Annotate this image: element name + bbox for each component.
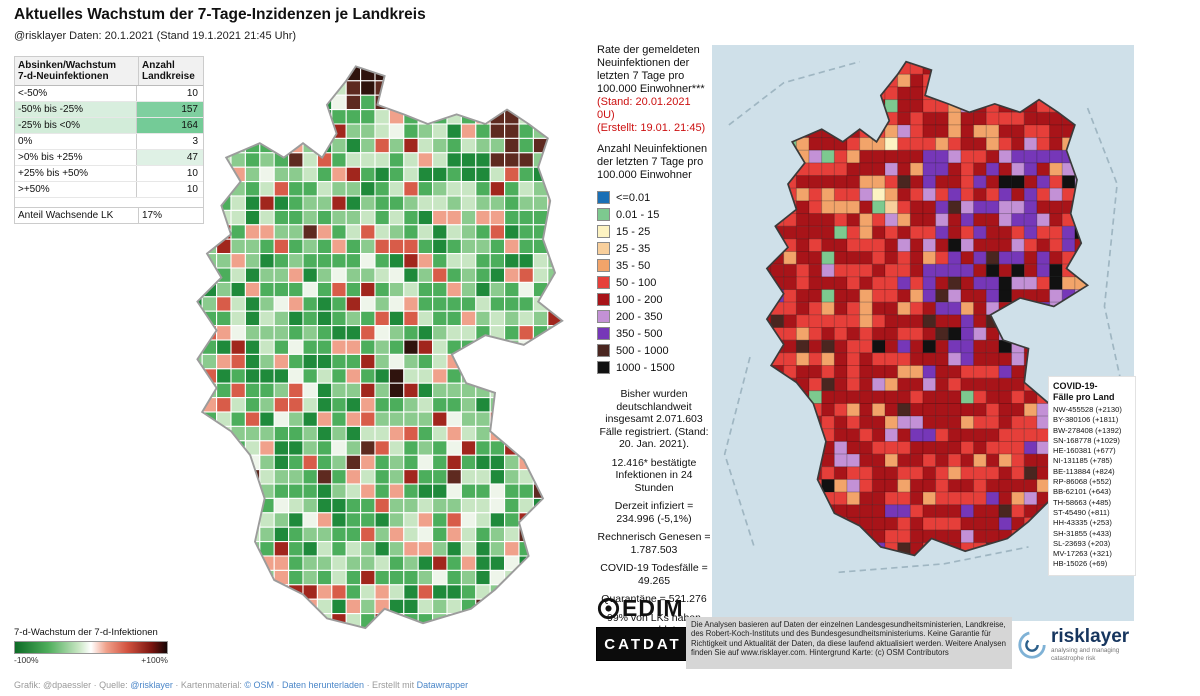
legend-color-swatch [597, 344, 610, 357]
state-entry: BB-62101 (+643) [1053, 487, 1112, 497]
legend-item: 500 - 1000 [597, 342, 711, 359]
footer-credits: Grafik: @dpaessler · Quelle: @risklayer … [14, 680, 469, 690]
states-cases-panel: COVID-19- Fälle pro Land NW-455528 (+213… [1048, 376, 1136, 576]
legend-item: 35 - 50 [597, 257, 711, 274]
legend-item: 0.01 - 15 [597, 206, 711, 223]
cedim-logo: EDIM [596, 595, 684, 622]
legend-item: 1000 - 1500 [597, 359, 711, 376]
risklayer-icon [1018, 631, 1046, 659]
state-entry: TH-58663 (+485) [1053, 497, 1112, 507]
table-summary-row: Anteil Wachsende LK 17% [15, 207, 203, 223]
stat-deaths: COVID-19 Todesfälle = 49.265 [600, 562, 708, 587]
legend-item: 200 - 350 [597, 308, 711, 325]
legend-item: 50 - 100 [597, 274, 711, 291]
legend-color-swatch [597, 259, 610, 272]
rate-title: Rate der gemeldeten Neuinfektionen der l… [597, 44, 705, 95]
table-header: Absinken/Wachstum 7-d-Neuinfektionen Anz… [15, 57, 203, 86]
table-row: >+50% 10 [15, 182, 203, 198]
gradient-ticks: -100% +100% [14, 655, 168, 665]
gradient-max-label: +100% [141, 655, 168, 665]
catdat-logo-text: CATDAT [604, 635, 682, 653]
stat-recovered: Rechnerisch Genesen = 1.787.503 [597, 531, 711, 556]
table-row: +25% bis +50% 10 [15, 166, 203, 182]
legend-item: 15 - 25 [597, 223, 711, 240]
stand-line: (Stand: 20.01.2021 0U) [597, 96, 691, 121]
state-entry: SH-31855 (+433) [1053, 528, 1112, 538]
table-row: >0% bis +25% 47 [15, 150, 203, 166]
stat-new-cases: 12.416* bestätigte Infektionen in 24 Stu… [611, 456, 697, 494]
table-row: -50% bis -25% 157 [15, 102, 203, 118]
legend-color-swatch [597, 191, 610, 204]
download-data-link[interactable]: Daten herunterladen [282, 680, 365, 690]
risklayer-logo: risklayer analysing and managing catastr… [1012, 621, 1136, 669]
legend-item: 100 - 200 [597, 291, 711, 308]
state-entry: HB-15026 (+69) [1053, 559, 1108, 569]
growth-gradient-legend: 7-d-Wachstum der 7-d-Infektionen -100% +… [14, 627, 168, 665]
legend-color-swatch [597, 327, 610, 340]
cedim-icon [597, 597, 620, 620]
risklayer-tagline: analysing and managing catastrophe risk [1051, 647, 1120, 662]
table-spacer [15, 198, 203, 207]
catdat-logo: CATDAT [596, 627, 690, 661]
table-header-count: Anzahl Landkreise [138, 57, 203, 85]
table-row: -25% bis <0% 164 [15, 118, 203, 134]
state-entry: HE-160381 (+677) [1053, 446, 1116, 456]
legend-classes-title: Anzahl Neuinfektionen der letzten 7 Tage… [597, 143, 708, 181]
page-title: Aktuelles Wachstum der 7-Tage-Inzidenzen… [14, 6, 426, 23]
growth-table: Absinken/Wachstum 7-d-Neuinfektionen Anz… [14, 56, 204, 224]
incidence-legend-panel: Rate der gemeldeten Neuinfektionen der l… [597, 44, 711, 643]
state-entry: SN-168778 (+1029) [1053, 435, 1120, 445]
state-entry: SL-23693 (+203) [1053, 538, 1111, 548]
disclaimer-text: Die Analysen basieren auf Daten der einz… [686, 617, 1012, 669]
legend-color-swatch [597, 310, 610, 323]
legend-color-swatch [597, 225, 610, 238]
incidence-choropleth-map [723, 60, 1129, 574]
legend-color-swatch [597, 208, 610, 221]
state-entry: RP-86068 (+552) [1053, 477, 1112, 487]
state-entry: ST-45490 (+811) [1053, 507, 1110, 517]
gradient-bar [14, 641, 168, 654]
table-header-growth: Absinken/Wachstum 7-d-Neuinfektionen [18, 60, 116, 82]
state-entry: NI-131185 (+785) [1053, 456, 1113, 466]
table-row: <-50% 10 [15, 86, 203, 102]
state-entry: BW-278408 (+1392) [1053, 425, 1122, 435]
legend-item: 350 - 500 [597, 325, 711, 342]
stat-currently-infected: Derzeit infiziert = 234.996 (-5,1%) [614, 500, 694, 525]
national-stats: Bisher wurden deutschlandweit insgesamt … [597, 388, 711, 637]
footer-prefix: Grafik: @dpaessler · Quelle: [14, 680, 131, 690]
page-subtitle: @risklayer Daten: 20.1.2021 (Stand 19.1.… [14, 30, 297, 42]
legend-color-swatch [597, 293, 610, 306]
growth-choropleth-map [196, 65, 564, 630]
cedim-logo-text: EDIM [622, 595, 684, 621]
legend-color-swatch [597, 361, 610, 374]
table-row: 0% 3 [15, 134, 203, 150]
legend-color-swatch [597, 242, 610, 255]
stat-total-cases: Bisher wurden deutschlandweit insgesamt … [599, 388, 709, 450]
state-entry: BY-380106 (+1811) [1053, 415, 1119, 425]
created-line: (Erstellt: 19.01. 21:45) [597, 122, 706, 134]
states-list: NW-455528 (+2130) BY-380106 (+1811) BW-2… [1053, 405, 1131, 570]
state-entry: HH-43335 (+253) [1053, 518, 1112, 528]
states-panel-title: COVID-19- Fälle pro Land [1053, 381, 1115, 402]
legend-item: 25 - 35 [597, 240, 711, 257]
stat-quarantine: Quarantäne = 521.276 [601, 593, 707, 605]
gradient-min-label: -100% [14, 655, 39, 665]
datawrapper-link[interactable]: Datawrapper [416, 680, 469, 690]
state-entry: BE-113884 (+824) [1053, 466, 1115, 476]
legend-item: <=0.01 [597, 189, 711, 206]
state-entry: NW-455528 (+2130) [1053, 405, 1122, 414]
state-entry: MV-17263 (+321) [1053, 549, 1112, 559]
legend-color-swatch [597, 276, 610, 289]
risklayer-credit-link[interactable]: @risklayer [130, 680, 173, 690]
gradient-legend-title: 7-d-Wachstum der 7-d-Infektionen [14, 627, 158, 638]
legend-class-list: <=0.01 0.01 - 15 15 - 25 25 - 35 35 - 50… [597, 189, 711, 376]
osm-link[interactable]: © OSM [244, 680, 274, 690]
risklayer-logo-text: risklayer [1051, 626, 1130, 647]
